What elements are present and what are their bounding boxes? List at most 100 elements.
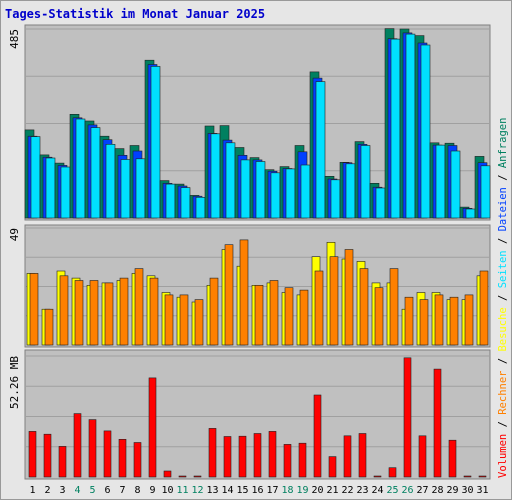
bar-volumen-day-25 — [388, 467, 397, 478]
day-label-11: 11 — [176, 485, 188, 496]
day-label-6: 6 — [104, 485, 110, 496]
day-label-27: 27 — [416, 485, 428, 496]
legend-item-volumen: Volumen — [497, 434, 509, 478]
bar-volumen-day-30 — [463, 475, 472, 478]
day-label-17: 17 — [266, 485, 278, 496]
bar-seiten-day-22 — [345, 163, 356, 219]
legend-separator: / — [497, 415, 509, 434]
day-label-13: 13 — [206, 485, 218, 496]
day-label-20: 20 — [311, 485, 323, 496]
bar-seiten-day-25 — [390, 38, 401, 219]
bar-volumen-day-1 — [28, 431, 37, 478]
legend-item-dateien: Dateien — [497, 187, 509, 231]
bar-seiten-day-5 — [90, 127, 101, 219]
day-label-16: 16 — [251, 485, 263, 496]
bar-volumen-day-16 — [253, 433, 262, 478]
bar-seiten-day-18 — [285, 168, 296, 219]
day-label-4: 4 — [74, 485, 80, 496]
bar-volumen-day-8 — [133, 442, 142, 478]
bar-rechner-day-25 — [389, 268, 399, 346]
bar-volumen-day-11 — [178, 475, 187, 478]
bar-seiten-day-23 — [360, 145, 371, 219]
bar-seiten-day-10 — [165, 183, 176, 219]
bar-volumen-day-23 — [358, 433, 367, 478]
axis-max-label-middle: 49 — [8, 228, 21, 241]
bar-seiten-day-15 — [240, 159, 251, 219]
bar-seiten-day-27 — [420, 44, 431, 219]
bar-volumen-day-3 — [58, 446, 67, 478]
day-label-7: 7 — [119, 485, 125, 496]
day-label-19: 19 — [296, 485, 308, 496]
bar-seiten-day-30 — [465, 208, 476, 219]
legend-separator: / — [497, 231, 509, 250]
legend-item-besuche: Besuche — [497, 307, 509, 351]
bar-rechner-day-9 — [149, 277, 159, 346]
bar-seiten-day-14 — [225, 142, 236, 219]
bar-seiten-day-12 — [195, 197, 206, 219]
bar-volumen-day-2 — [43, 433, 52, 478]
bar-seiten-day-13 — [210, 133, 221, 219]
day-label-26: 26 — [401, 485, 413, 496]
bar-volumen-day-10 — [163, 470, 172, 478]
bar-volumen-day-27 — [418, 435, 427, 478]
bar-seiten-day-21 — [330, 179, 341, 219]
bar-rechner-day-28 — [434, 294, 444, 346]
day-label-24: 24 — [371, 485, 383, 496]
bar-volumen-day-13 — [208, 428, 217, 478]
bar-volumen-day-14 — [223, 436, 232, 478]
bar-seiten-day-16 — [255, 161, 266, 219]
bar-rechner-day-2 — [44, 308, 54, 346]
bar-seiten-day-6 — [105, 144, 116, 219]
bar-rechner-day-8 — [134, 268, 144, 346]
panel-bottom: 52.26 MB — [8, 349, 491, 480]
bar-seiten-day-11 — [180, 187, 191, 219]
bar-rechner-day-18 — [284, 287, 294, 346]
bar-seiten-day-31 — [480, 165, 491, 219]
bar-rechner-day-12 — [194, 299, 204, 346]
legend-item-anfragen: Anfragen — [497, 118, 509, 169]
chart-title: Tages-Statistik im Monat Januar 2025 — [5, 7, 265, 21]
day-label-2: 2 — [44, 485, 50, 496]
axis-max-label-top: 485 — [8, 29, 21, 49]
bar-rechner-day-19 — [299, 289, 309, 346]
bar-volumen-day-12 — [193, 475, 202, 478]
bar-seiten-day-26 — [405, 33, 416, 219]
bar-rechner-day-6 — [104, 282, 114, 346]
day-label-9: 9 — [149, 485, 155, 496]
bar-volumen-day-6 — [103, 430, 112, 478]
panel-middle: 49 — [8, 224, 491, 348]
bar-rechner-day-20 — [314, 270, 324, 346]
bar-volumen-day-4 — [73, 413, 82, 478]
bar-rechner-day-27 — [419, 299, 429, 346]
bar-seiten-day-4 — [75, 118, 86, 219]
bar-volumen-day-19 — [298, 442, 307, 478]
legend: Volumen / Rechner / Besuche / Seiten / D… — [497, 118, 509, 478]
day-label-29: 29 — [446, 485, 458, 496]
bar-seiten-day-24 — [375, 187, 386, 219]
bar-rechner-day-23 — [359, 268, 369, 346]
bar-rechner-day-17 — [269, 280, 279, 346]
bar-rechner-day-22 — [344, 249, 354, 346]
bar-volumen-day-21 — [328, 456, 337, 478]
bar-volumen-day-18 — [283, 444, 292, 478]
bar-rechner-day-29 — [449, 296, 459, 346]
bar-rechner-day-14 — [224, 244, 234, 346]
bar-rechner-day-1 — [29, 273, 39, 346]
bar-volumen-day-26 — [403, 357, 412, 478]
legend-item-seiten: Seiten — [497, 250, 509, 288]
bar-seiten-day-17 — [270, 172, 281, 219]
day-label-28: 28 — [431, 485, 443, 496]
day-label-21: 21 — [326, 485, 338, 496]
bar-rechner-day-3 — [59, 275, 69, 346]
day-label-12: 12 — [191, 485, 203, 496]
bar-rechner-day-30 — [464, 294, 474, 346]
bar-seiten-day-19 — [300, 164, 311, 219]
bar-seiten-day-1 — [30, 136, 41, 219]
day-label-3: 3 — [59, 485, 65, 496]
bar-rechner-day-31 — [479, 270, 489, 346]
bar-seiten-day-20 — [315, 81, 326, 219]
day-label-15: 15 — [236, 485, 248, 496]
bar-rechner-day-16 — [254, 284, 264, 346]
